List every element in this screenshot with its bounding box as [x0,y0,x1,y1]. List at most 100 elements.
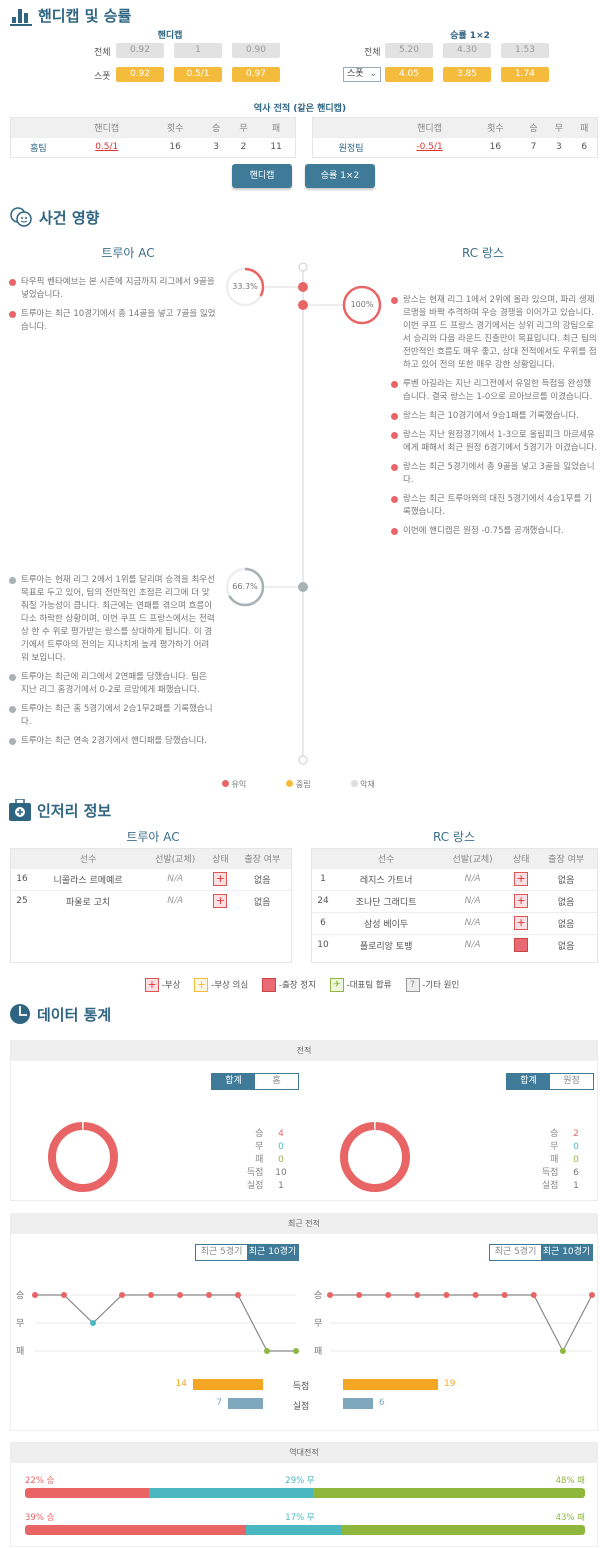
stat-row: 무 0 [255,1142,284,1152]
home-negative-list: 트루아는 현재 리그 2에서 1위를 달리며 승격을 최우선 목표로 두고 있어… [9,574,216,754]
suspended-icon [262,978,277,992]
odds-cell: 1.74 [501,67,549,82]
medical-kit-icon [9,799,31,821]
stat-row: 패 0 [550,1155,579,1165]
impact-section-title: 사건 영향 [9,206,99,228]
form-line [35,1294,296,1352]
chevron-down-icon: ⌄ [369,69,377,79]
away-team-name: RC 랑스 [432,830,475,844]
history-title: 역사 전적 (같은 핸디캡) [253,104,347,114]
away-conceded-bar [343,1398,373,1409]
toggle-last-10[interactable]: 최근 10경기 [541,1245,592,1260]
table-row: 원정팀 -0.5/1 16 7 3 6 [313,136,597,157]
away-recent-toggle[interactable]: 최근 5경기 최근 10경기 [489,1244,593,1261]
odds-type-select[interactable]: 스폿 ⌄ [343,67,381,82]
toggle-last-10[interactable]: 최근 10경기 [247,1245,298,1260]
plane-icon: ✈ [329,978,344,992]
form-point [148,1292,154,1298]
all-label: 전체 [364,48,381,58]
table-row: 10 플로리앙 토뱅 N/A 없음 [312,933,597,956]
home-record-donut [48,1122,118,1192]
toggle-home[interactable]: 홈 [255,1074,298,1089]
home-negative-ring [225,567,265,607]
stat-row: 승 4 [255,1129,284,1139]
away-conceded-value: 6 [379,1398,385,1408]
winrate-button[interactable]: 승률 1×2 [305,164,375,188]
form-point [356,1292,363,1298]
select-value: 스폿 [347,69,364,79]
form-point [264,1348,270,1354]
handicap-link[interactable]: 0.5/1 [65,136,148,157]
table-row: 24 조나단 그래디트 N/A + 없음 [312,889,597,912]
toggle-last-5[interactable]: 최근 5경기 [196,1245,247,1260]
list-item: 랑스는 현재 리그 1에서 2위에 올라 있으며, 파리 생제르맹을 바짝 추격… [391,294,598,372]
handicap-button[interactable]: 핸디캡 [232,164,292,188]
injury-legend: + -부상 + -부상 의심 -출장 정지 ✈ -대표팀 합류 ? -기타 원인 [145,978,459,992]
form-line [330,1294,593,1353]
all-label: 전체 [94,48,111,58]
h2h-loss-label: 48% 패 [555,1476,585,1486]
odds-cell: 4.05 [385,67,433,82]
injury-icon: + [213,894,228,909]
odds-cell: 0.5/1 [174,67,222,82]
list-item: 트루아는 현재 리그 2에서 1위를 달리며 승격을 최우선 목표로 두고 있어… [9,574,216,665]
h2h-bar-segment [341,1525,585,1535]
away-scored-bar [343,1379,438,1390]
toggle-away[interactable]: 원정 [550,1074,593,1089]
impact-legend: 유익 중립 악재 [222,779,375,790]
section-title-text: 핸디캡 및 승률 [38,7,132,25]
section-title-text: 인저리 정보 [37,801,112,820]
odds-cell: 1.53 [501,43,549,58]
home-positive-pct: 33.3% [232,282,258,291]
form-point [32,1292,38,1298]
history-table-home: 핸디캡 횟수 승 무 패 홈팀 0.5/1 16 3 2 11 [10,117,296,158]
toggle-total[interactable]: 합계 [507,1074,550,1089]
injury-icon: + [514,872,529,886]
table-row: 16 니콜라스 르메예르 N/A + 없음 [11,867,291,890]
injury-icon: + [213,872,228,886]
winrate-label: 승률 1×2 [450,31,490,41]
donut-win-slice [340,1122,410,1192]
odds-cell: 3.85 [443,67,491,82]
axis-label: 무 [314,1318,322,1329]
odds-cell: 0.90 [232,43,280,58]
toggle-total[interactable]: 합계 [212,1074,255,1089]
h2h-loss-label: 43% 패 [555,1513,585,1523]
injury-icon: + [145,978,159,992]
away-scored-value: 19 [444,1379,456,1389]
home-conceded-bar [228,1398,263,1409]
h2h-draw-label: 29% 무 [285,1476,315,1486]
h2h-win-label: 39% 승 [25,1513,55,1523]
form-point [589,1292,595,1298]
spot-label: 스폿 [94,72,111,82]
form-point [443,1292,450,1298]
away-positive-pct: 100% [350,300,374,309]
timeline-node-negative [298,582,308,592]
home-recent-toggle[interactable]: 최근 5경기 최근 10경기 [195,1244,299,1261]
timeline-start-node [298,262,308,272]
stat-row: 실점 1 [541,1181,579,1191]
home-positive-list: 타우픽 벤타예브는 본 시즌에 지금까지 리그에서 9골을 넣었습니다. 트루아… [9,276,216,340]
handicap-link[interactable]: -0.5/1 [389,136,470,157]
stat-row: 실점 1 [246,1181,284,1191]
toggle-last-5[interactable]: 최근 5경기 [490,1245,541,1260]
away-positive-ring [342,285,382,325]
stat-row: 무 0 [550,1142,579,1152]
legend-positive: 유익 [222,779,246,790]
form-point [414,1292,421,1298]
bar-chart-icon [10,8,32,26]
h2h-bar-segment [245,1525,342,1535]
list-item: 이번에 핸디캡은 원정 -0.75를 공개했습니다. [391,525,598,538]
away-record-toggle[interactable]: 합계 원정 [506,1073,594,1090]
panel-header: 전적 [11,1041,597,1061]
table-row: 1 레지스 가트너 N/A + 없음 [312,867,597,890]
form-point [293,1348,299,1354]
pie-chart-icon [10,1004,30,1024]
form-point [472,1292,479,1298]
away-injury-table: 선수 선발(교체) 상태 출장 여부 1 레지스 가트너 N/A + 없음 24 조나단 그래디트 N… [311,848,598,963]
form-point [530,1292,537,1298]
form-point [327,1292,333,1298]
odds-cell: 0.92 [116,67,164,82]
timeline-node-positive [298,300,308,310]
home-record-toggle[interactable]: 합계 홈 [211,1073,299,1090]
